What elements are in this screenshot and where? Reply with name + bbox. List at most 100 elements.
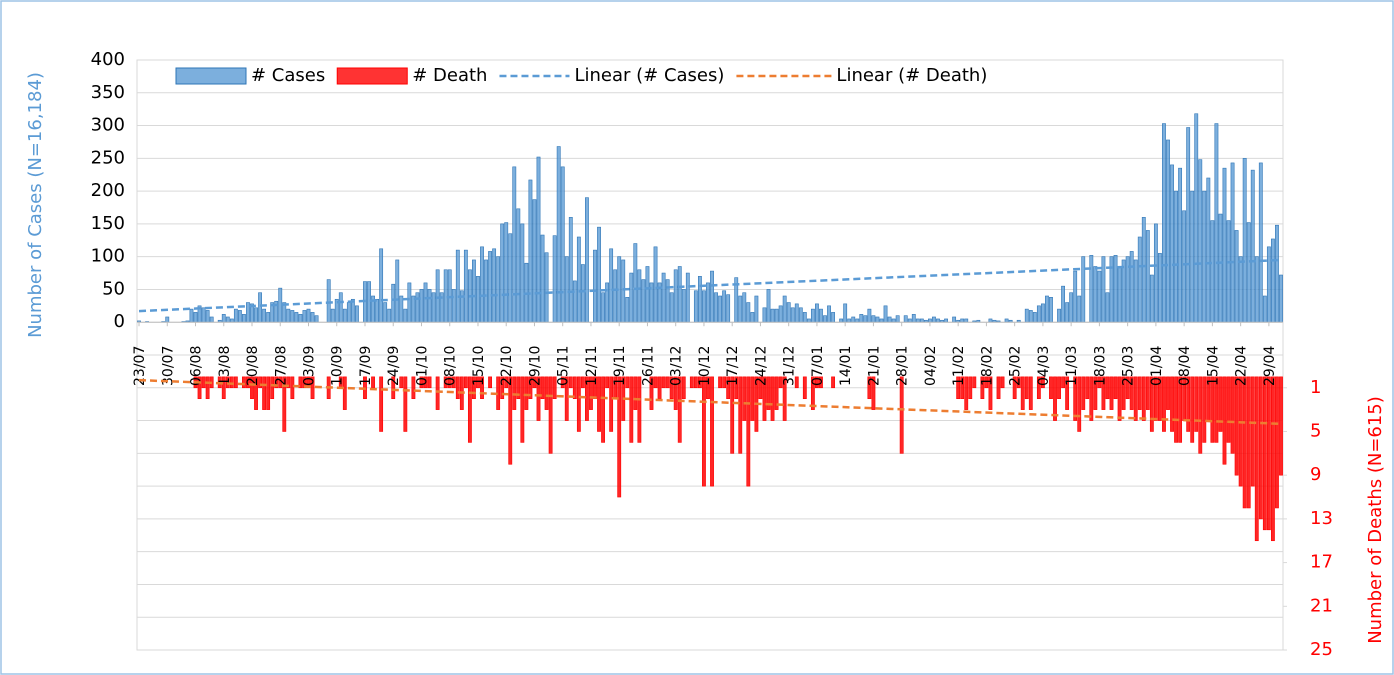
death-bar xyxy=(742,376,747,421)
death-bar xyxy=(665,376,670,389)
case-bar xyxy=(1266,246,1271,323)
case-bar xyxy=(867,308,872,323)
case-bar xyxy=(1077,295,1082,323)
death-bar xyxy=(762,376,767,421)
y-tick-label: 100 xyxy=(91,246,125,267)
death-bar xyxy=(242,376,246,389)
death-bar xyxy=(221,376,226,400)
case-bar xyxy=(1097,270,1102,323)
case-bar xyxy=(895,315,900,323)
death-bar xyxy=(1279,376,1283,476)
x-tick-label: 18/03 xyxy=(1092,346,1108,386)
case-bar xyxy=(859,314,864,323)
death-bar xyxy=(589,376,593,410)
death-bar xyxy=(516,376,521,400)
case-bar xyxy=(266,312,271,323)
case-bar xyxy=(278,287,283,323)
case-bar xyxy=(1166,139,1170,323)
death-bar xyxy=(250,376,254,400)
death-bar xyxy=(1141,376,1146,421)
case-bar xyxy=(673,269,678,323)
case-bar xyxy=(778,305,783,323)
legend-label: Linear (# Death) xyxy=(836,65,987,86)
case-bar xyxy=(1093,266,1098,323)
case-bar xyxy=(580,264,585,323)
death-bar xyxy=(233,376,238,389)
case-bar xyxy=(887,316,892,323)
death-bar xyxy=(476,376,480,389)
case-bar xyxy=(762,307,767,323)
case-bar xyxy=(306,308,311,323)
death-bar xyxy=(1121,376,1126,410)
legend-label: Linear (# Cases) xyxy=(574,65,724,86)
case-bar xyxy=(1258,162,1263,323)
death-bar xyxy=(1190,376,1195,443)
death-bar xyxy=(1202,376,1207,443)
death-bar xyxy=(298,376,303,389)
case-bar xyxy=(290,310,295,323)
case-bar xyxy=(544,252,549,323)
death-bar xyxy=(689,376,694,389)
death-bar xyxy=(1178,376,1183,443)
case-bar xyxy=(1270,238,1275,323)
case-bar xyxy=(782,295,787,323)
death-bar xyxy=(681,376,686,400)
case-bar xyxy=(911,314,916,323)
case-bar xyxy=(379,248,384,323)
death-bar xyxy=(1057,376,1061,400)
death-bar xyxy=(266,376,271,410)
case-bar xyxy=(714,292,718,323)
x-tick-label: 03/09 xyxy=(301,346,317,386)
death-bar xyxy=(819,376,823,389)
case-bar xyxy=(1137,236,1142,323)
x-tick-label: 23/07 xyxy=(132,346,148,386)
death-bar xyxy=(544,376,549,410)
case-bar xyxy=(625,297,630,323)
death-bar xyxy=(625,376,630,389)
case-bar xyxy=(641,279,646,323)
case-bar xyxy=(1186,127,1191,323)
case-bar xyxy=(685,272,690,323)
death-bar xyxy=(956,376,961,400)
death-bar xyxy=(1262,376,1267,531)
death-bar xyxy=(205,376,210,400)
death-bar xyxy=(601,376,605,443)
x-tick-label: 07/01 xyxy=(810,346,826,386)
case-bar xyxy=(427,289,432,323)
x-tick-label: 22/10 xyxy=(499,346,515,386)
death-bar xyxy=(1073,376,1078,421)
death-bar xyxy=(508,376,513,465)
x-tick-label: 04/02 xyxy=(923,346,939,386)
x-tick-label: 05/11 xyxy=(556,346,572,386)
death-bar xyxy=(1117,376,1122,421)
death-bar xyxy=(379,376,384,432)
case-bar xyxy=(754,295,759,323)
case-bar xyxy=(435,269,440,323)
death-bar xyxy=(532,376,537,389)
case-bar xyxy=(1089,255,1094,323)
death-bar xyxy=(1254,376,1259,542)
case-bar xyxy=(790,307,795,323)
case-bar xyxy=(338,292,343,323)
case-bar xyxy=(609,248,614,323)
death-bar xyxy=(403,376,408,432)
case-bar xyxy=(387,308,392,323)
case-bar xyxy=(883,305,888,323)
death-bar xyxy=(270,376,275,400)
death-bar xyxy=(540,376,545,400)
death-bar xyxy=(1222,376,1227,465)
case-bar xyxy=(423,282,428,323)
x-tick-label: 14/01 xyxy=(838,346,854,386)
death-bar xyxy=(435,376,440,410)
case-bar xyxy=(488,251,492,323)
case-bar xyxy=(286,308,291,323)
y-tick-label: 400 xyxy=(91,49,125,70)
case-bar xyxy=(718,295,723,323)
death-bar xyxy=(984,376,989,389)
y-tick-label: 250 xyxy=(91,147,125,168)
case-bar xyxy=(851,316,856,323)
case-bar xyxy=(823,315,827,323)
case-bar xyxy=(1121,259,1126,323)
death-bar xyxy=(286,376,291,389)
